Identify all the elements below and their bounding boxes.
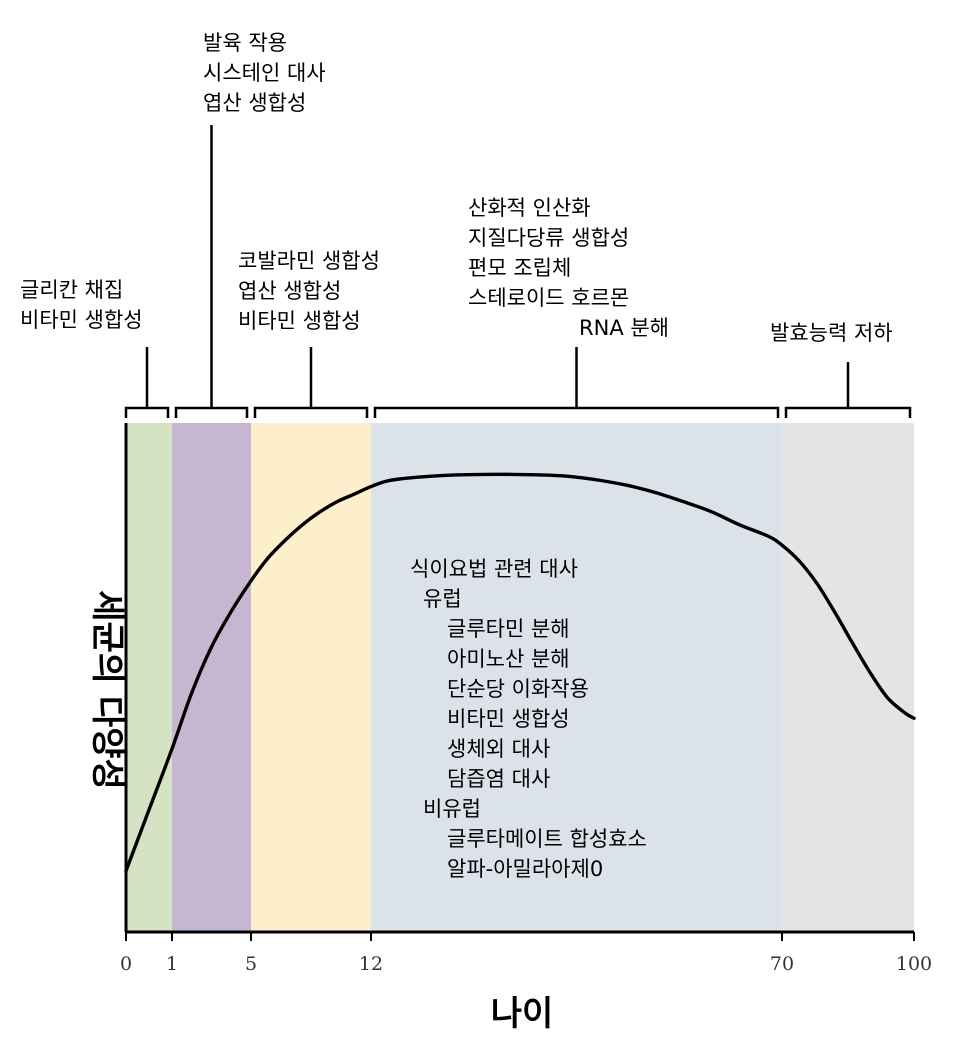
stage-annotation-0-line-1: 비타민 생합성 (20, 308, 143, 332)
inner-note-8: 비유럽 (423, 797, 481, 821)
stage-band-2 (251, 423, 371, 932)
stage-bracket-1 (174, 125, 249, 418)
stage-annotation-1-line-0: 발육 작용 (203, 31, 287, 55)
x-tick-label-1: 1 (166, 953, 178, 975)
inner-note-9: 글루타메이트 합성효소 (447, 827, 647, 851)
stage-annotation-3-line-0: 산화적 인산화 (468, 196, 591, 220)
stage-annotation-0-line-0: 글리칸 채집 (20, 278, 123, 302)
inner-note-2: 글루타민 분해 (447, 617, 570, 641)
stage-annotation-4-line-0: 발효능력 저하 (770, 321, 893, 345)
stage-bracket-4 (784, 362, 912, 418)
inner-note-4: 단순당 이화작용 (447, 677, 589, 701)
x-tick-label-3: 12 (359, 953, 383, 975)
x-ticks: 0 1 5 12 70 100 (120, 932, 932, 975)
stage-annotation-1-line-1: 시스테인 대사 (203, 61, 326, 85)
stage-brackets (124, 125, 912, 418)
inner-note-0: 식이요법 관련 대사 (410, 557, 578, 581)
stage-bracket-3 (373, 347, 780, 418)
x-tick-label-0: 0 (120, 953, 132, 975)
stage-annotation-2-line-0: 코발라민 생합성 (238, 249, 380, 273)
diversity-curve (124, 472, 916, 873)
stage-bracket-0 (124, 347, 170, 418)
stage-annotation-3-line-4: RNA 분해 (579, 316, 669, 340)
stage-bracket-2 (253, 347, 369, 418)
stage-band-4 (782, 423, 914, 932)
inner-note-7: 담즙염 대사 (447, 767, 550, 791)
stage-band-1 (172, 423, 251, 932)
x-tick-label-2: 5 (245, 953, 257, 975)
x-tick-label-4: 70 (770, 953, 794, 975)
inner-note-5: 비타민 생합성 (447, 707, 570, 731)
stage-annotation-2-line-1: 엽산 생합성 (238, 279, 341, 303)
stage-annotation-1-line-2: 엽산 생합성 (203, 91, 306, 115)
inner-note-1: 유럽 (423, 587, 462, 611)
inner-note-3: 아미노산 분해 (447, 647, 570, 671)
y-axis-label: 세균의 다양성 (87, 590, 127, 790)
stage-annotation-2-line-2: 비타민 생합성 (238, 309, 361, 333)
stage-annotation-3-line-3: 스테로이드 호르몬 (468, 286, 629, 310)
stage-annotation-3-line-1: 지질다당류 생합성 (468, 226, 629, 250)
stage-band-3 (371, 423, 782, 932)
x-axis-label: 나이 (491, 994, 554, 1034)
inner-note-10: 알파-아밀라아제0 (447, 857, 603, 881)
age-stage-bands (126, 423, 914, 932)
stage-annotation-3-line-2: 편모 조립체 (468, 256, 571, 280)
inner-note-6: 생체외 대사 (447, 737, 550, 761)
x-tick-label-5: 100 (896, 953, 932, 975)
